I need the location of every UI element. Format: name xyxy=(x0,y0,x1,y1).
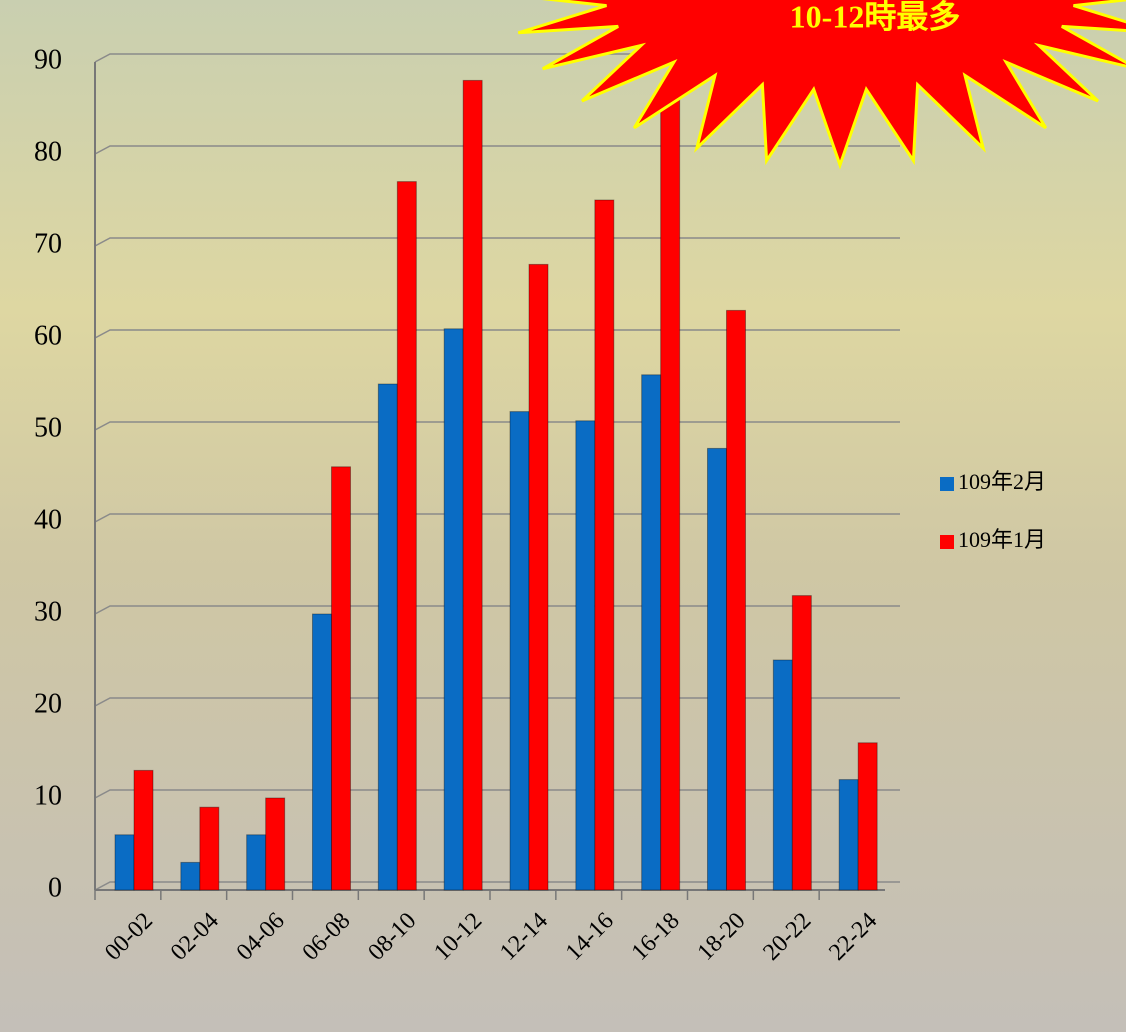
y-tick-label: 90 xyxy=(34,44,62,75)
bar xyxy=(265,797,286,891)
bar xyxy=(707,447,727,891)
legend-label: 109年2月 xyxy=(958,469,1046,494)
bar xyxy=(133,769,154,891)
bar xyxy=(791,595,812,891)
bar xyxy=(594,199,615,891)
bar xyxy=(575,420,596,891)
bar xyxy=(199,806,220,891)
grid-line xyxy=(94,605,900,615)
legend-swatch xyxy=(940,477,954,491)
y-tick-label: 30 xyxy=(34,596,62,627)
y-tick-label: 80 xyxy=(34,136,62,167)
grid-line xyxy=(94,789,900,799)
grid-line xyxy=(94,329,900,339)
grid-line xyxy=(94,237,900,247)
y-tick-label: 70 xyxy=(34,228,62,259)
y-tick-label: 50 xyxy=(34,412,62,443)
bar xyxy=(396,181,417,891)
annotation: 10-12時最多 xyxy=(790,0,961,34)
legend-label: 109年1月 xyxy=(958,527,1046,552)
legend-swatch xyxy=(940,535,954,549)
bar xyxy=(838,779,859,891)
starburst xyxy=(517,0,1126,170)
grid-line xyxy=(94,145,900,155)
bar xyxy=(726,309,746,891)
bar xyxy=(114,834,135,891)
bar xyxy=(857,742,878,891)
grid-line xyxy=(94,697,900,707)
bar xyxy=(528,263,549,891)
bar xyxy=(641,374,662,891)
y-tick-label: 40 xyxy=(34,504,62,535)
y-tick-label: 0 xyxy=(48,872,62,903)
bar xyxy=(180,861,201,891)
grid-line xyxy=(94,881,900,891)
bar xyxy=(772,659,793,891)
bar xyxy=(312,613,332,891)
bar xyxy=(246,834,267,891)
bar xyxy=(462,79,483,891)
bar xyxy=(660,89,681,891)
bar xyxy=(377,383,398,891)
y-tick-label: 10 xyxy=(34,780,62,811)
y-tick-label: 20 xyxy=(34,688,62,719)
bar xyxy=(443,328,464,891)
grid-line xyxy=(94,421,900,431)
bar xyxy=(331,466,351,891)
grid-line xyxy=(94,513,900,523)
y-tick-label: 60 xyxy=(34,320,62,351)
bar xyxy=(509,411,530,891)
